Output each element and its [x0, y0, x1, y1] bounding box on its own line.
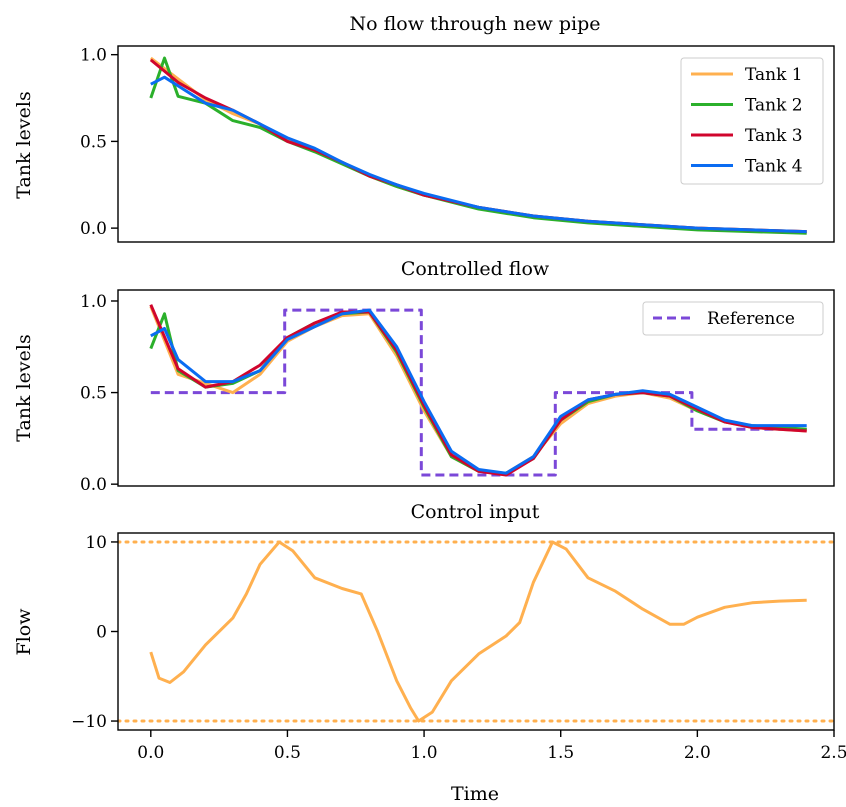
axes-frame — [117, 45, 835, 243]
panel-2-title: Controlled flow — [401, 258, 550, 280]
panel-3-title: Control input — [411, 501, 540, 523]
panel-2-plot: 0.0 0.5 1.0 — [80, 289, 835, 495]
legend-frame — [642, 301, 824, 336]
panel-3-xlabel: Time — [451, 783, 499, 805]
series-group — [118, 540, 834, 723]
x-tick-label: 2.5 — [820, 743, 846, 763]
legend-frame — [680, 57, 824, 185]
panel-1-ylabel: Tank levels — [13, 91, 35, 198]
panel-1-plot: 0.0 0.5 1.0 — [80, 45, 835, 243]
x-tick-label: 1.5 — [547, 743, 574, 763]
y-tick-label: 0.0 — [80, 219, 107, 239]
series-line-tank-3 — [149, 304, 807, 477]
legend-label-tank-1: Tank 1 — [745, 65, 803, 85]
series-line-tank-4 — [150, 75, 807, 234]
series-line-tank-4 — [150, 308, 807, 475]
y-tick-label: 0 — [96, 623, 107, 643]
series-line-flow — [149, 540, 807, 723]
panel-control-input: Control input Flow Time −10 0 10 0.0 0.5 1.0 1… — [13, 501, 846, 805]
x-tick-label: 2.0 — [684, 743, 711, 763]
panel-3-ylabel: Flow — [13, 608, 35, 656]
x-tick-label: 1.0 — [411, 743, 438, 763]
y-tick-label: 0.5 — [80, 384, 107, 404]
axes-frame — [117, 289, 835, 487]
panel-2-ylabel: Tank levels — [13, 334, 35, 441]
x-tick-label: 0.0 — [137, 743, 164, 763]
series-group — [149, 304, 807, 477]
panel-1-title: No flow through new pipe — [349, 13, 600, 35]
panel-controlled-flow: Controlled flow Tank levels 0.0 0.5 1.0 Re… — [13, 258, 835, 495]
panel-1-legend: Tank 1 Tank 2 Tank 3 Tank 4 — [680, 57, 824, 185]
axes-frame — [117, 532, 835, 731]
legend-label-tank-4: Tank 4 — [745, 157, 803, 177]
y-tick-label: 0.5 — [80, 132, 107, 152]
panel-no-flow: No flow through new pipe Tank levels 0.0… — [13, 13, 835, 243]
y-tick-label: 10 — [85, 533, 107, 553]
series-line-reference — [150, 308, 807, 477]
legend-label-reference: Reference — [707, 309, 795, 329]
y-tick-label: 1.0 — [80, 46, 107, 66]
panel-2-legend: Reference — [642, 301, 824, 336]
y-tick-label: 1.0 — [80, 292, 107, 312]
legend-label-tank-2: Tank 2 — [745, 96, 803, 116]
series-group — [149, 56, 807, 235]
y-tick-label: −10 — [71, 712, 107, 732]
legend-label-tank-3: Tank 3 — [745, 126, 803, 146]
panel-3-plot: −10 0 10 0.0 0.5 1.0 1.5 2.0 2.5 — [71, 532, 846, 763]
y-tick-label: 0.0 — [80, 475, 107, 495]
x-tick-label: 0.5 — [274, 743, 301, 763]
